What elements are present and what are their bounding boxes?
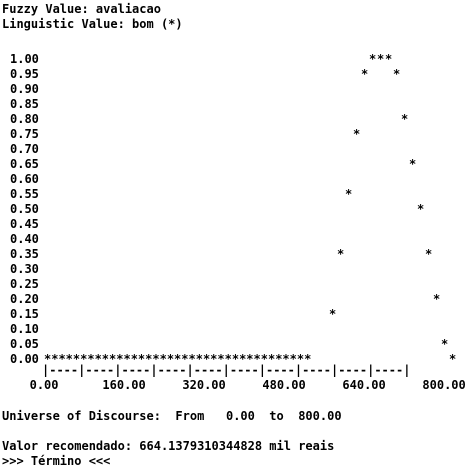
- y-tick-label: 1.00: [10, 52, 39, 66]
- plot-point: *: [337, 247, 345, 261]
- y-tick-label: 0.55: [10, 187, 39, 201]
- y-tick-label: 0.40: [10, 232, 39, 246]
- y-tick-label: 0.30: [10, 262, 39, 276]
- y-tick-label: 0.10: [10, 322, 39, 336]
- plot-point: *: [353, 127, 361, 141]
- x-tick-label: 640.00: [342, 378, 386, 392]
- plot-point: *: [449, 352, 457, 366]
- plot-point: *: [409, 157, 417, 171]
- y-tick-label: 0.50: [10, 202, 39, 216]
- x-axis-line: |----|----|----|----|----|----|----|----…: [42, 363, 411, 377]
- plot-point: *: [393, 67, 401, 81]
- x-tick-label: 320.00: [182, 378, 226, 392]
- plot-point: *: [433, 292, 441, 306]
- x-tick-label: 160.00: [102, 378, 146, 392]
- plot-point: *: [401, 112, 409, 126]
- recommendation-line: Valor recomendado: 664.1379310344828 mil…: [2, 439, 335, 453]
- y-tick-label: 0.75: [10, 127, 39, 141]
- plot-point: *: [377, 52, 385, 66]
- y-tick-label: 0.45: [10, 217, 39, 231]
- end-line: >>> Término <<<: [2, 454, 111, 468]
- y-tick-label: 0.60: [10, 172, 39, 186]
- plot-point: *: [361, 67, 369, 81]
- y-tick-label: 0.65: [10, 157, 39, 171]
- plot-point: *: [369, 52, 377, 66]
- plot-point: *: [385, 52, 393, 66]
- universe-of-discourse-line: Universe of Discourse: From 0.00 to 800.…: [2, 409, 342, 423]
- y-tick-label: 0.85: [10, 97, 39, 111]
- y-tick-label: 0.90: [10, 82, 39, 96]
- y-tick-label: 0.05: [10, 337, 39, 351]
- x-tick-label: 800.00: [422, 378, 466, 392]
- plot-point: *: [425, 247, 433, 261]
- x-tick-label: 0.00: [29, 378, 59, 392]
- y-tick-label: 0.15: [10, 307, 39, 321]
- plot-point: *: [417, 202, 425, 216]
- y-tick-label: 0.00: [10, 352, 39, 366]
- y-tick-label: 0.95: [10, 67, 39, 81]
- y-tick-label: 0.80: [10, 112, 39, 126]
- plot-point: *: [345, 187, 353, 201]
- y-tick-label: 0.20: [10, 292, 39, 306]
- y-tick-label: 0.70: [10, 142, 39, 156]
- y-tick-label: 0.25: [10, 277, 39, 291]
- zero-membership-stars: *************************************: [44, 352, 312, 366]
- plot-point: *: [329, 307, 337, 321]
- plot-point: *: [441, 337, 449, 351]
- linguistic-value-line: Linguistic Value: bom (*): [2, 17, 183, 31]
- fuzzy-value-line: Fuzzy Value: avaliacao: [2, 2, 161, 16]
- x-tick-label: 480.00: [262, 378, 306, 392]
- y-tick-label: 0.35: [10, 247, 39, 261]
